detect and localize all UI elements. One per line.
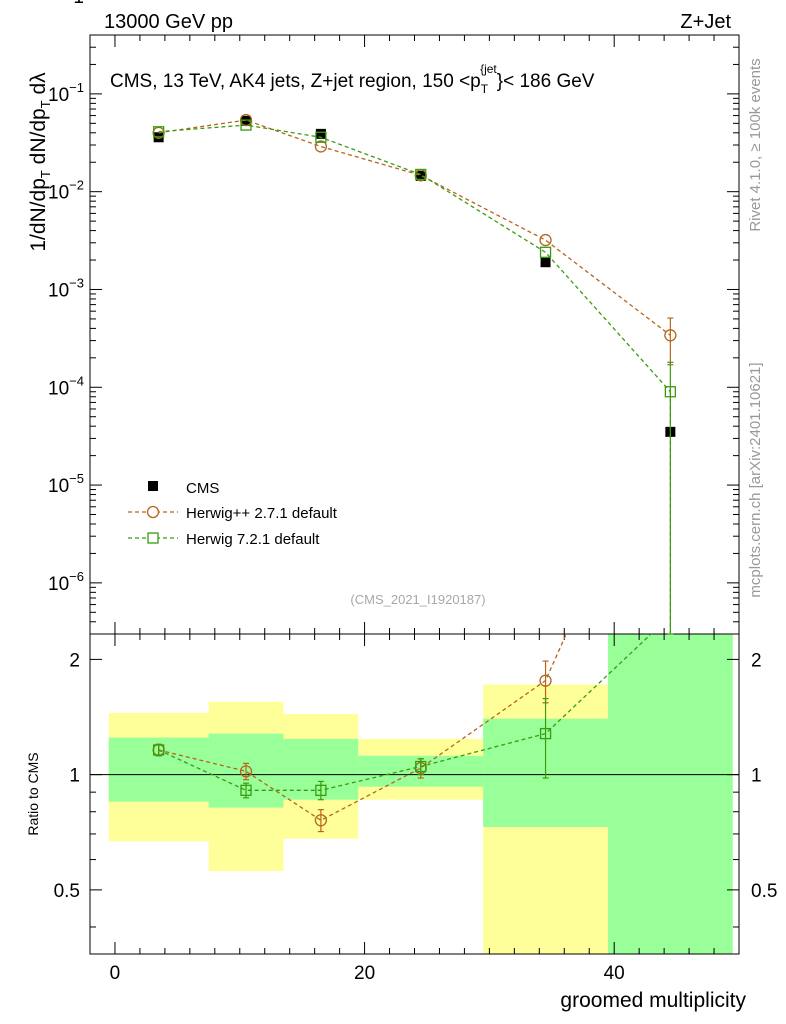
y-tick-mantissa: 1 [73,0,84,8]
data-point-herwig7 [664,386,677,398]
energy-label: 13000 GeV pp [104,11,233,33]
y-tick-label: 10−4 [48,373,84,399]
data-point-herwig7 [315,784,327,796]
legend-label-cms: CMS [186,480,219,497]
data-point-herwig7 [240,119,252,131]
main-title-sup: {jet [480,62,497,76]
data-point-herwig7 [315,131,327,143]
series-line-ratio [158,634,653,791]
data-point-herwig7 [240,784,252,796]
y-tick-label: 10−6 [48,569,84,595]
data-point-cms [415,170,426,181]
y-tick-mantissa: 10 [48,280,69,301]
data-point-cms [540,257,551,268]
legend-marker-herwig7 [147,532,159,544]
y-tick-mantissa: 10 [48,574,69,595]
legend-marker-cms [148,481,158,491]
data-point-herwigpp [539,233,552,247]
ratio-y-tick-label: 2 [69,650,80,671]
main-y-axis-label: 1/dN/dpT dN/dpT dλ [27,72,53,252]
x-tick-label: 0 [110,963,121,984]
y-tick-label: 10−2 [48,178,84,204]
y-tick-mantissa: 10 [48,183,69,204]
ratio-y-tick-label: 0.5 [54,881,80,902]
legend-label-herwig7: Herwig 7.2.1 default [186,531,320,548]
y-tick-label: 10−5 [48,471,84,497]
main-title-suffix: }< 186 GeV [497,71,595,92]
data-point-herwig7 [415,760,427,773]
legend-marker-herwigpp [146,505,160,519]
y-tick-label: 10−1 [48,80,84,106]
y-tick-mantissa: 10 [48,378,69,399]
x-tick-label: 40 [604,963,625,984]
data-point-cms [241,115,252,126]
data-point-herwig7 [152,744,165,756]
data-point-herwigpp [314,140,328,153]
y-tick-mantissa: 10 [48,476,69,497]
data-point-herwigpp [539,674,552,687]
data-point-herwig7 [539,727,552,740]
ratio-band-green-5 [607,634,733,954]
y-tick-mantissa: 10 [48,85,69,106]
main-y-axis-label-text: 1/dN/dpT dN/dpT dλ [27,72,53,252]
y-tick-exponent: −2 [69,178,84,193]
y-tick-label: 10−3 [48,275,84,301]
data-point-herwig7 [152,126,165,138]
data-point-herwigpp [314,814,328,827]
y-tick-exponent: −5 [69,471,84,486]
y-tick-exponent: −6 [69,569,84,584]
series-line-main [158,124,671,393]
main-title-sub: T [481,82,489,96]
ratio-y-tick-label: 1 [69,766,80,787]
series-line-main [158,119,671,336]
data-point-herwig7 [415,168,427,181]
ratio-y-axis-label: Ratio to CMS [25,752,41,835]
data-point-herwigpp [239,765,253,778]
data-series [152,113,677,833]
x-axis-label: groomed multiplicity [560,989,746,1012]
ratio-y-tick-label-right: 0.5 [751,881,777,902]
y-tick-label: 1 [73,0,84,8]
ratio-y-tick-label-right: 1 [751,766,762,787]
process-label: Z+Jet [680,11,731,33]
ratio-y-tick-label-right: 2 [751,650,762,671]
analysis-watermark: (CMS_2021_I1920187) [350,592,485,607]
data-point-cms [315,128,326,139]
legend-label-herwigpp: Herwig++ 2.7.1 default [186,505,338,522]
y-tick-exponent: −4 [69,373,84,388]
rivet-version-label: Rivet 4.1.0, ≥ 100k events [747,58,764,231]
y-tick-exponent: −3 [69,275,84,290]
main-title-prefix: CMS, 13 TeV, AK4 jets, Z+jet region, 150… [110,71,481,92]
legend: CMS Herwig++ 2.7.1 default Herwig 7.2.1 … [128,480,338,548]
ratio-uncertainty-bands [108,634,733,954]
mcplots-label: mcplots.cern.ch [arXiv:2401.10621] [747,362,764,597]
x-tick-label: 20 [354,963,375,984]
data-point-herwig7 [539,246,552,258]
data-point-herwigpp [664,329,677,342]
main-title: CMS, 13 TeV, AK4 jets, Z+jet region, 150… [110,62,595,96]
y-tick-exponent: −1 [69,80,84,95]
